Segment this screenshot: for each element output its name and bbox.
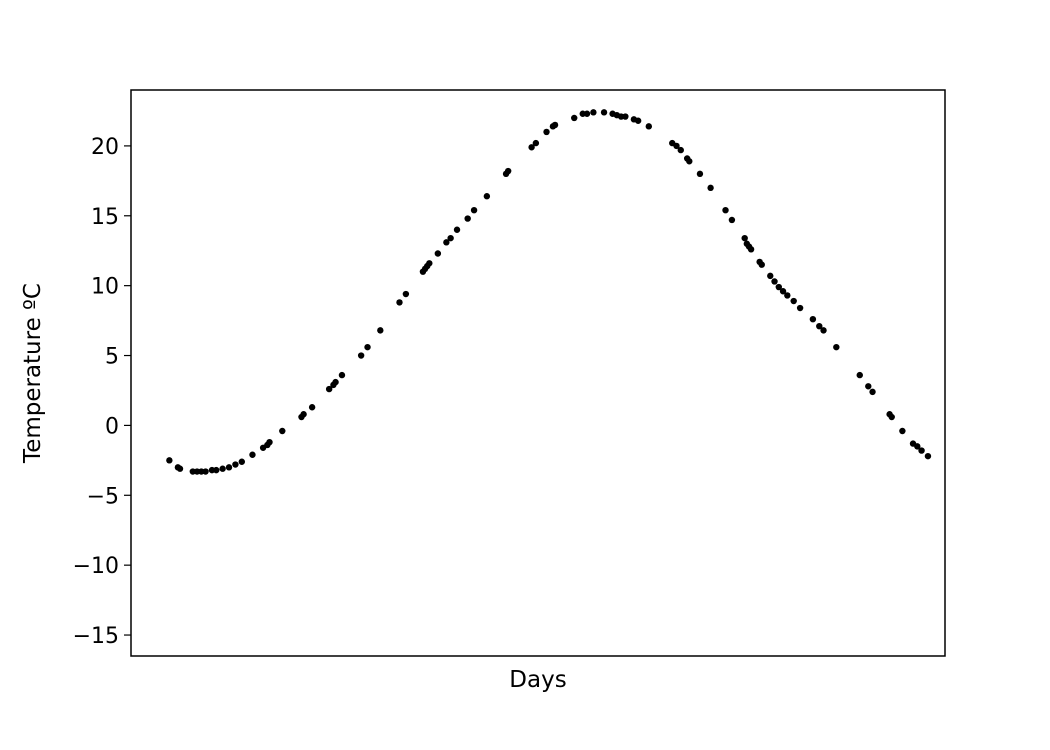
data-point (176, 465, 184, 472)
data-point (747, 246, 755, 253)
y-axis-ticks: −15 −10 −5 0 5 10 15 20 (73, 135, 131, 649)
data-point (426, 260, 433, 267)
y-tick-label: 10 (91, 275, 119, 300)
y-tick-label: 5 (105, 345, 119, 370)
plot-area (131, 90, 945, 656)
data-point (924, 452, 932, 460)
x-axis-label: Days (509, 667, 566, 693)
data-point (470, 206, 478, 214)
data-point (622, 113, 629, 120)
data-point (504, 167, 512, 175)
data-point (758, 261, 765, 268)
data-point (300, 411, 307, 418)
data-point (249, 451, 256, 458)
data-point (447, 234, 454, 242)
data-point (779, 288, 787, 295)
data-point (543, 128, 550, 136)
data-point (914, 443, 921, 450)
data-point (266, 438, 273, 446)
data-point (869, 388, 876, 396)
data-point (790, 297, 797, 305)
data-point (225, 464, 233, 471)
data-point (308, 404, 316, 411)
data-point (364, 343, 371, 351)
data-point (377, 327, 384, 334)
data-point (696, 170, 704, 178)
data-point (279, 427, 286, 435)
y-axis-label: Temperature ºC (20, 283, 46, 464)
data-point (809, 315, 817, 323)
data-point (600, 109, 608, 116)
data-point (396, 299, 403, 306)
data-point (332, 378, 339, 386)
y-tick-label: −10 (73, 554, 119, 579)
data-point (238, 458, 246, 465)
data-point (528, 144, 535, 151)
data-point (722, 206, 729, 214)
data-point (820, 327, 827, 334)
y-tick-label: −15 (73, 624, 119, 649)
data-point (583, 110, 591, 117)
data-point (434, 250, 442, 257)
data-point (796, 304, 804, 312)
data-point (865, 383, 872, 390)
data-point (443, 239, 450, 246)
y-tick-label: 15 (91, 205, 119, 230)
data-point (357, 352, 365, 359)
data-point (918, 447, 925, 454)
data-point (673, 142, 680, 150)
data-point (590, 109, 597, 116)
data-point (645, 123, 653, 130)
plot-frame (130, 89, 946, 657)
y-tick-label: −5 (87, 484, 119, 509)
data-point (571, 114, 578, 122)
data-point (402, 290, 410, 298)
data-point (325, 385, 333, 393)
data-point (728, 216, 736, 224)
data-point (634, 117, 642, 124)
data-point (888, 413, 895, 421)
data-point (775, 283, 782, 291)
data-point (686, 158, 693, 165)
data-point (677, 146, 684, 154)
data-point (166, 457, 173, 464)
y-tick-label: 20 (91, 135, 119, 160)
data-point (202, 468, 209, 475)
data-point (453, 226, 461, 233)
data-points (166, 109, 932, 475)
data-point (464, 215, 471, 222)
data-point (767, 272, 774, 280)
data-point (219, 465, 226, 472)
data-point (232, 461, 239, 468)
data-point (899, 427, 906, 435)
data-point (784, 292, 791, 299)
data-point (856, 371, 863, 379)
data-point (707, 184, 714, 192)
data-point (483, 193, 491, 200)
data-point (771, 278, 778, 285)
data-point (833, 343, 840, 351)
data-point (551, 121, 559, 129)
data-point (816, 322, 823, 330)
data-point (741, 234, 748, 242)
data-point (338, 371, 346, 379)
y-tick-label: 0 (105, 414, 119, 439)
data-point (532, 139, 540, 147)
data-point (213, 466, 220, 474)
